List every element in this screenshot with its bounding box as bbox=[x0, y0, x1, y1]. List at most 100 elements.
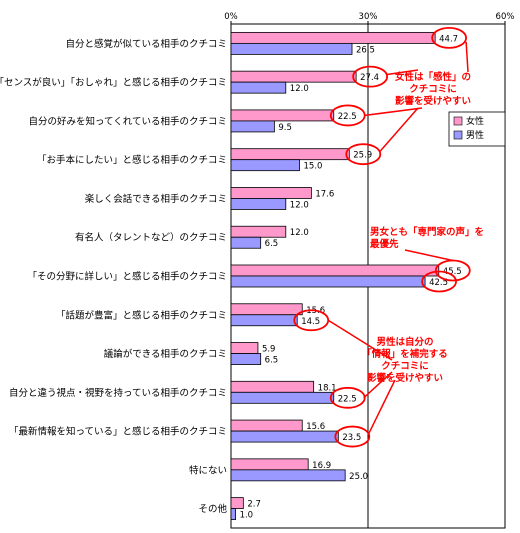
category-label: 自分と違う視点・視野を持っている相手のクチコミ bbox=[9, 387, 227, 399]
annotation-line: クチコミに bbox=[409, 84, 457, 95]
category-label: 有名人（タレントなど）のクチコミ bbox=[75, 232, 227, 244]
bar-male bbox=[230, 120, 275, 133]
data-label: 15.0 bbox=[304, 162, 323, 172]
bar-female bbox=[230, 303, 303, 316]
bar-male bbox=[230, 469, 346, 482]
data-label: 17.6 bbox=[315, 189, 334, 199]
bar-female bbox=[230, 380, 315, 393]
data-label: 25.9 bbox=[353, 151, 372, 161]
annotation-line: 男性は自分の bbox=[376, 336, 433, 348]
bar-male bbox=[230, 314, 298, 327]
bar-male bbox=[230, 236, 262, 249]
legend-swatch bbox=[453, 130, 463, 140]
data-label: 6.5 bbox=[265, 356, 279, 366]
data-label: 27.4 bbox=[360, 73, 379, 83]
highlight-circle bbox=[421, 270, 457, 293]
data-label: 18.1 bbox=[318, 383, 337, 393]
data-label: 22.5 bbox=[338, 394, 357, 404]
annotation-arrows bbox=[327, 41, 469, 435]
highlight-circle bbox=[334, 425, 371, 448]
bar-female bbox=[230, 109, 335, 122]
legend-label: 女性 bbox=[466, 115, 484, 127]
category-label: 「お手本にしたい」と感じる相手のクチコミ bbox=[37, 154, 227, 166]
data-label: 22.5 bbox=[338, 112, 357, 122]
annotation-line: 「情報」を補完する bbox=[362, 348, 448, 360]
x-tick-label: 60% bbox=[496, 12, 515, 22]
bar-male bbox=[230, 391, 335, 404]
data-label: 25.0 bbox=[349, 472, 368, 482]
data-label: 42.5 bbox=[429, 278, 448, 288]
annotation-arrow bbox=[327, 319, 393, 361]
bar-male bbox=[230, 353, 262, 365]
bar-female bbox=[230, 264, 440, 277]
annotation-line: クチコミに bbox=[381, 361, 429, 372]
annotation-line: 男女とも「専門家の声」を bbox=[370, 226, 484, 238]
annotation-arrow bbox=[378, 107, 419, 153]
data-label: 15.6 bbox=[306, 422, 325, 432]
value-labels: 44.7 27.4 22.5 25.9 17.6 12.0 45.5 15.6 5.9 18.1 1… bbox=[240, 34, 462, 520]
data-label: 23.5 bbox=[342, 433, 361, 443]
annotation-arrow bbox=[367, 379, 396, 435]
annotation-line: 最優先 bbox=[370, 238, 399, 250]
x-tick-label: 0% bbox=[224, 12, 238, 22]
highlight-circle bbox=[345, 143, 382, 166]
data-label: 14.5 bbox=[301, 317, 320, 327]
bar-female bbox=[230, 70, 357, 83]
bar-female bbox=[230, 342, 259, 354]
bar-female bbox=[230, 148, 350, 161]
legend-label: 男性 bbox=[466, 129, 484, 141]
bar-female bbox=[230, 225, 287, 238]
category-label: 「センスが良い」「おしゃれ」と感じる相手のクチコミ bbox=[0, 77, 227, 89]
data-label: 5.9 bbox=[262, 345, 276, 355]
annotation-arrow bbox=[465, 41, 469, 73]
bar-female bbox=[230, 187, 312, 199]
bar-female bbox=[230, 31, 436, 44]
data-label: 16.9 bbox=[312, 461, 331, 471]
bar-male bbox=[230, 275, 426, 288]
annotation-arrow bbox=[363, 371, 393, 399]
category-label: 特にない bbox=[189, 464, 227, 476]
bar-male bbox=[230, 198, 287, 210]
x-tick-label: 30% bbox=[359, 12, 378, 22]
highlight-circle bbox=[352, 65, 389, 88]
bar-male bbox=[230, 159, 300, 172]
category-label: 自分と感覚が似ている相手のクチコミ bbox=[65, 38, 227, 50]
data-label: 2.7 bbox=[247, 500, 261, 510]
data-label: 12.0 bbox=[290, 84, 309, 94]
annotation-arrow bbox=[364, 107, 423, 117]
annotations: 女性は「感性」のクチコミに影響を受けやすい男女とも「専門家の声」を最優先男性は自… bbox=[362, 71, 484, 384]
data-label: 9.5 bbox=[278, 123, 292, 133]
legend-swatch bbox=[453, 116, 463, 126]
category-labels: 自分と感覚が似ている相手のクチコミ「センスが良い」「おしゃれ」と感じる相手のクチ… bbox=[0, 38, 227, 515]
bar-male bbox=[230, 508, 236, 521]
data-label: 1.0 bbox=[240, 511, 254, 521]
data-label: 12.0 bbox=[290, 200, 309, 210]
x-tick-labels: 0% 30% 60% bbox=[224, 12, 514, 24]
category-label: 自分の好みを知ってくれている相手のクチコミ bbox=[29, 115, 227, 127]
data-label: 26.5 bbox=[356, 45, 375, 55]
category-label: 楽しく会話できる相手のクチコミ bbox=[85, 193, 227, 205]
bar-female bbox=[230, 497, 244, 510]
highlight-circle bbox=[431, 26, 468, 49]
annotation-line: 影響を受けやすい bbox=[367, 372, 443, 384]
data-label: 6.5 bbox=[265, 239, 279, 249]
bar-female bbox=[230, 458, 309, 471]
data-label: 44.7 bbox=[439, 34, 458, 44]
annotation-arrow bbox=[404, 249, 453, 262]
bar-female bbox=[230, 419, 303, 432]
category-label: 「最新情報を知っている」と感じる相手のクチコミ bbox=[9, 426, 227, 438]
category-label: 議論ができる相手のクチコミ bbox=[104, 348, 227, 360]
data-label: 45.5 bbox=[443, 267, 462, 277]
bar-male bbox=[230, 430, 339, 443]
category-label: 「その分野に詳しい」と感じる相手のクチコミ bbox=[27, 271, 227, 283]
bar-male bbox=[230, 42, 353, 55]
category-label: その他 bbox=[198, 503, 227, 515]
data-label: 12.0 bbox=[290, 228, 309, 238]
bars bbox=[230, 31, 440, 521]
bar-male bbox=[230, 81, 287, 94]
